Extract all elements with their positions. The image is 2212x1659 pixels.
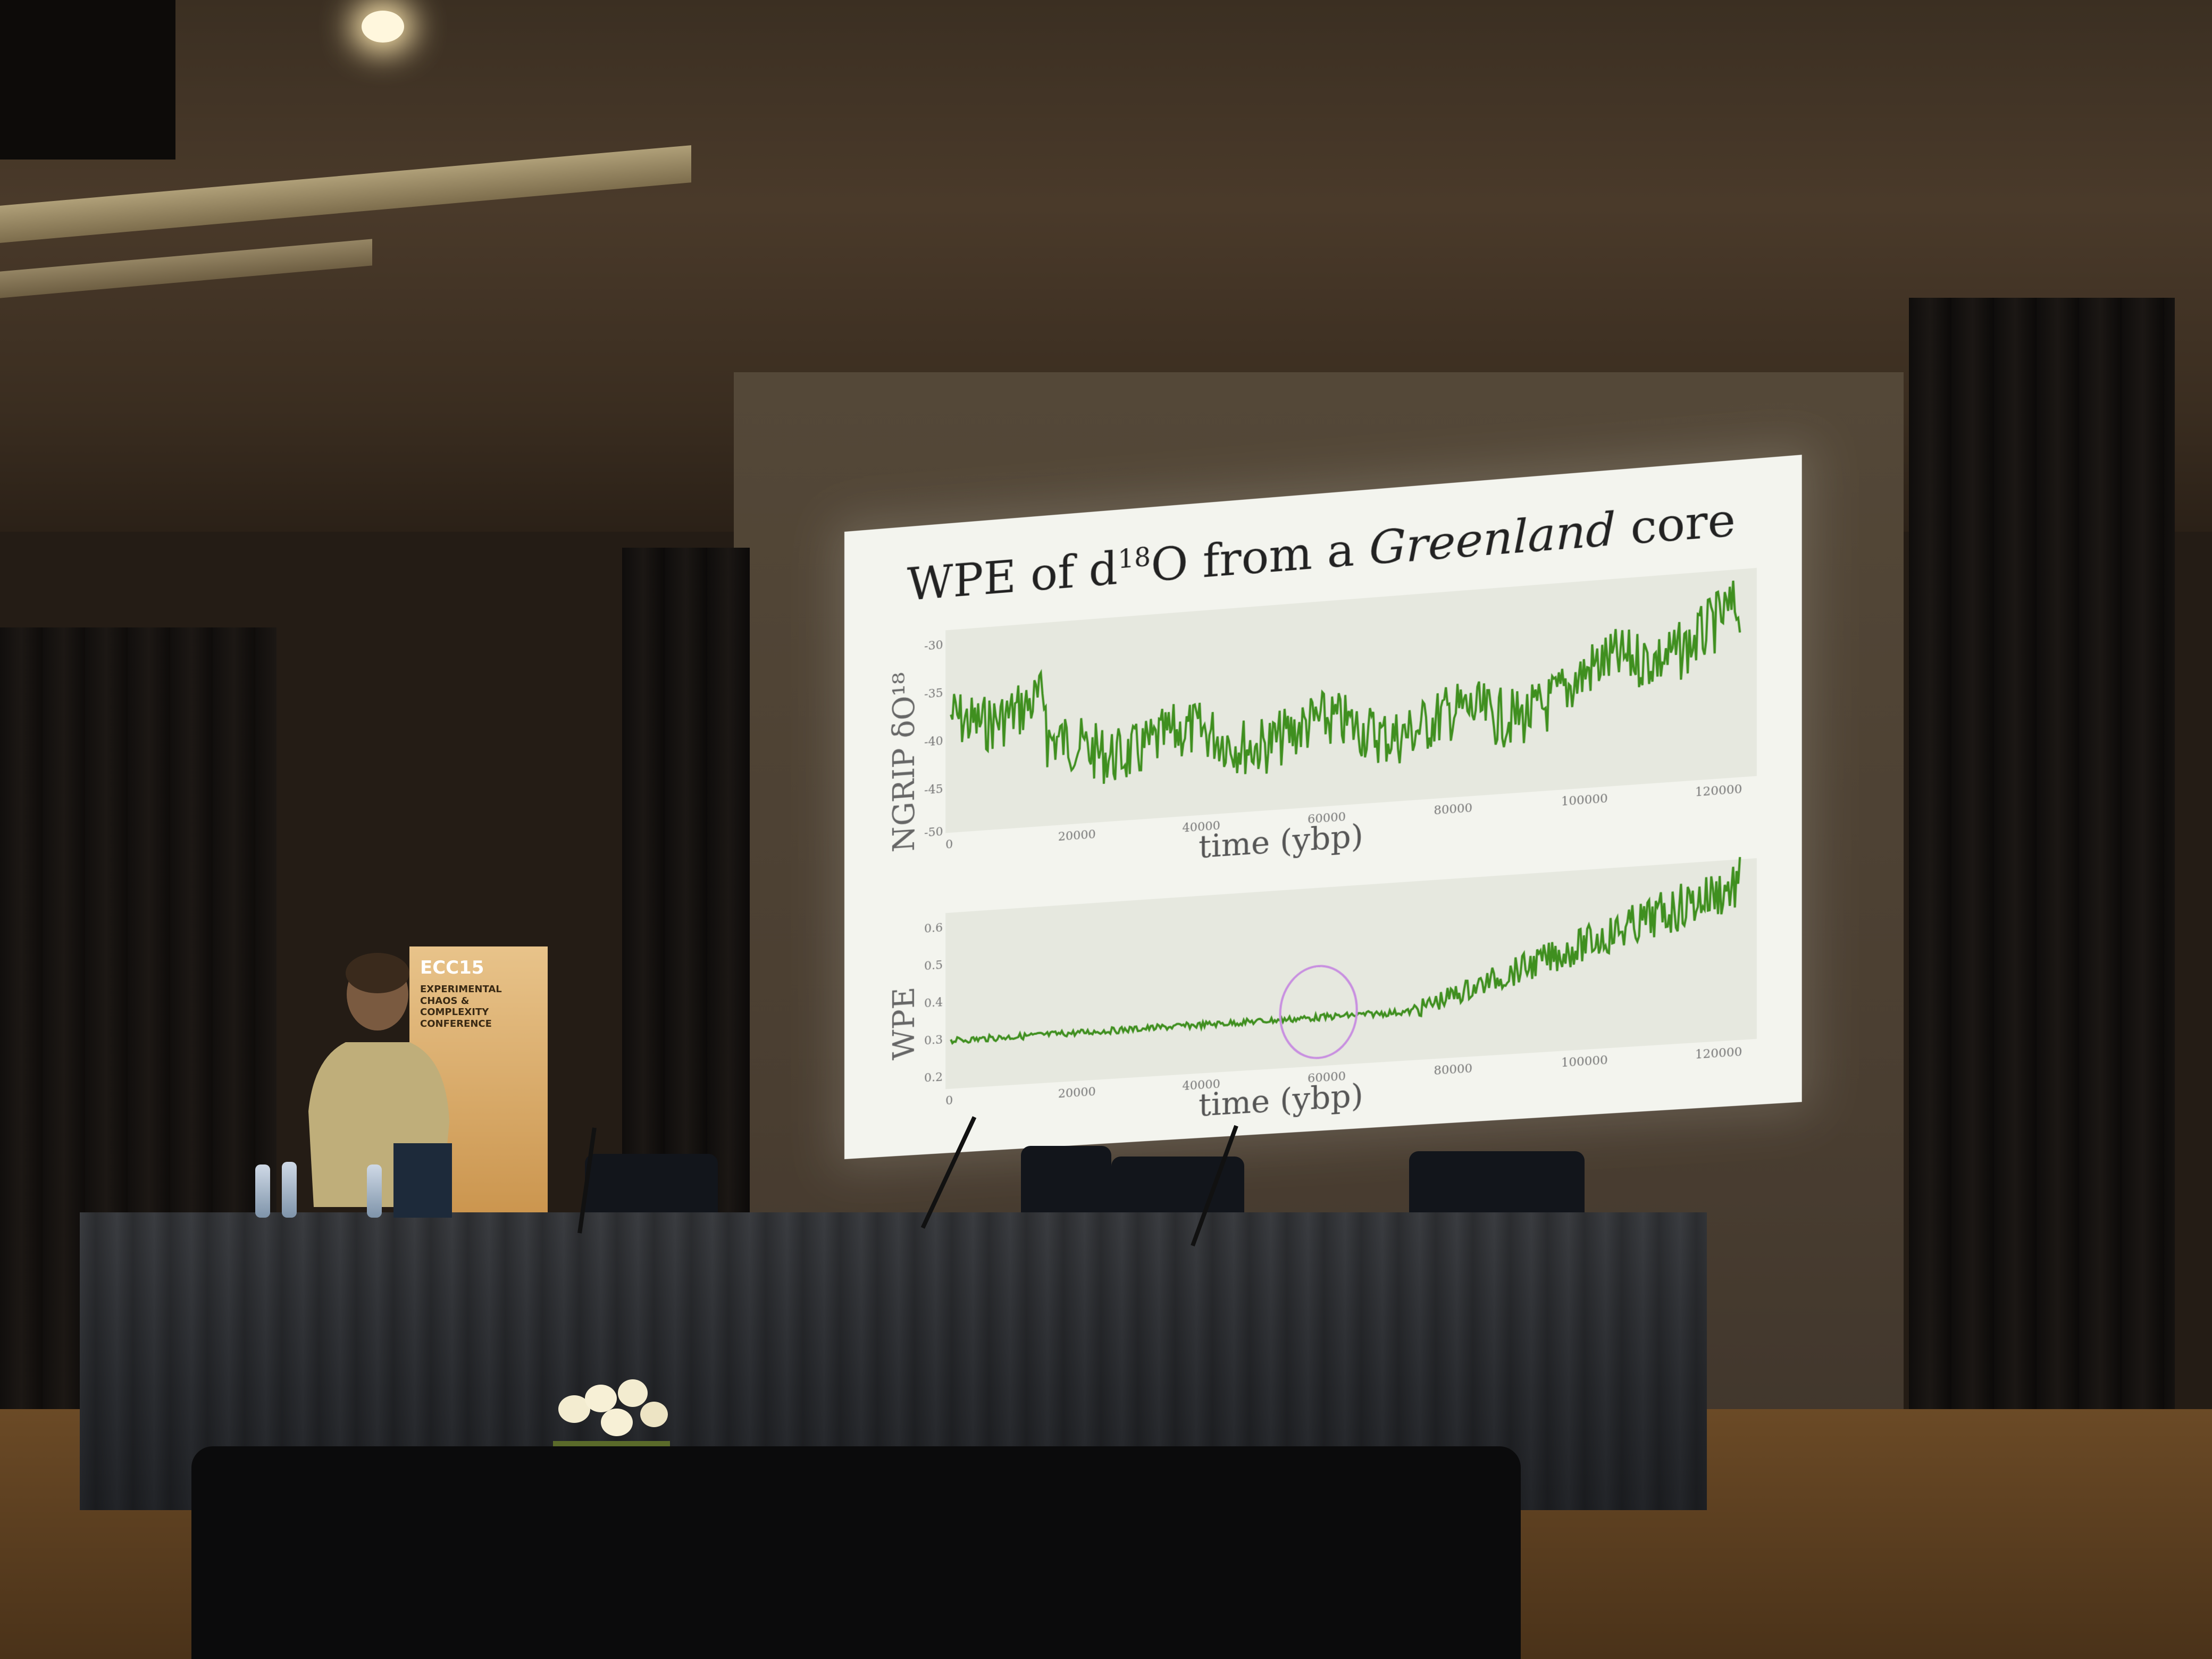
ceiling-speaker — [0, 0, 175, 160]
bottom-plot-trace — [951, 857, 1740, 1046]
projection-screen: WPE of d18O from a Greenland core NGRIP … — [844, 455, 1802, 1159]
laptop — [393, 1143, 452, 1218]
highlight-circle — [1280, 963, 1357, 1060]
slide-traces — [844, 455, 1802, 1159]
water-bottle — [367, 1164, 382, 1218]
water-bottle — [255, 1164, 270, 1218]
foreground-seat — [191, 1446, 1521, 1659]
left-curtain — [622, 548, 750, 1239]
water-bottle — [282, 1162, 297, 1218]
top-plot-trace — [951, 580, 1740, 796]
ceiling-spotlight — [362, 11, 404, 43]
